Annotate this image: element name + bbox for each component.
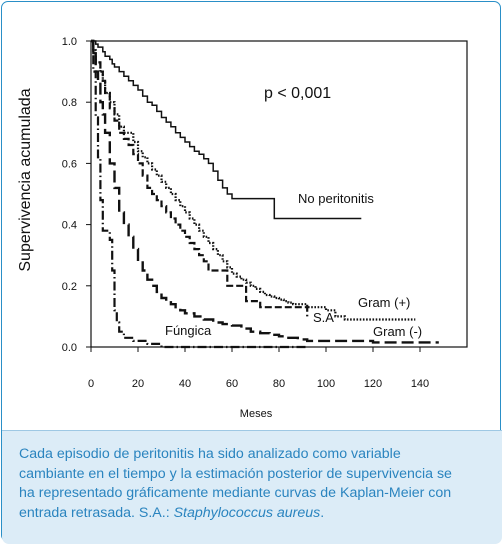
labels-layer: No peritonitis Gram (+) S.A Gram (-) Fúngica	[165, 191, 422, 339]
series-label-gram: Gram (-)	[373, 324, 422, 339]
y-tick-label: 0.8	[62, 97, 77, 109]
y-tick-label: 0.2	[62, 281, 77, 293]
x-tick-label: 120	[364, 378, 382, 390]
series-layer	[91, 39, 439, 349]
axes: 0 20 40 60 80 100 120 140 0.0 0.2 0.4 0.6 0.8 1.0	[62, 36, 468, 390]
figure-caption: Cada episodio de peritonitis ha sido ana…	[2, 430, 502, 544]
x-tick-label: 60	[226, 378, 238, 390]
y-tick-label: 1.0	[62, 36, 77, 48]
series-line-f-ngica	[91, 39, 308, 349]
series-label-gram: Gram (+)	[358, 295, 410, 310]
series-line-no-peritonitis	[91, 40, 362, 220]
series-line-gram	[91, 39, 416, 321]
series-line-gram	[91, 39, 439, 344]
x-tick-label: 80	[273, 378, 285, 390]
x-tick-label: 40	[179, 378, 191, 390]
series-label-f-ngica: Fúngica	[165, 323, 212, 338]
caption-line-4-suffix: .	[320, 504, 325, 521]
caption-line-3: ha representado gráficamente mediante cu…	[19, 485, 452, 501]
caption-text: Cada episodio de peritonitis ha sido ana…	[19, 445, 489, 523]
y-tick-label: 0.6	[62, 158, 77, 170]
caption-species-name: Staphylococcus aureus	[173, 504, 321, 521]
x-tick-label: 140	[411, 378, 429, 390]
series-label-no-peritonitis: No peritonitis	[298, 191, 374, 206]
x-tick-label: 0	[88, 378, 94, 390]
chart-area: 0 20 40 60 80 100 120 140 0.0 0.2 0.4 0.6 0.8 1.0 No …	[2, 2, 502, 430]
kaplan-meier-chart: 0 20 40 60 80 100 120 140 0.0 0.2 0.4 0.6 0.8 1.0 No …	[17, 36, 468, 420]
x-tick-label: 100	[317, 378, 335, 390]
series-line-s-a	[91, 39, 309, 317]
x-axis-label: Meses	[240, 408, 273, 420]
x-tick-label: 20	[132, 378, 144, 390]
p-value-annotation: p < 0,001	[264, 85, 331, 102]
y-tick-label: 0.0	[62, 342, 77, 354]
caption-line-1: Cada episodio de peritonitis ha sido ana…	[19, 446, 401, 462]
caption-line-2: cambiante en el tiempo y la estimación p…	[19, 465, 452, 482]
y-tick-label: 0.4	[62, 220, 77, 232]
series-label-s-a: S.A	[313, 310, 334, 325]
y-axis-label: Supervivencia acumulada	[17, 88, 34, 271]
caption-line-4-prefix: entrada retrasada. S.A.:	[19, 504, 174, 521]
